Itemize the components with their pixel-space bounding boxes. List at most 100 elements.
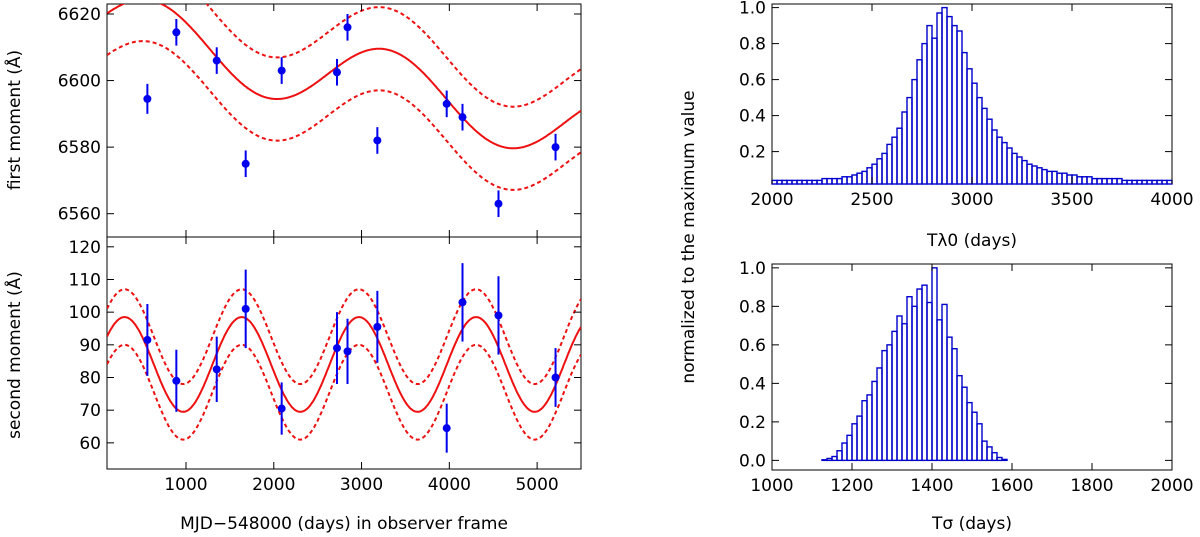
data-point: [212, 365, 221, 374]
hist-bar: [796, 179, 803, 185]
data-point: [241, 159, 250, 168]
second-moment-plot: 1000 2000 3000 4000 5000 60 70 80 90 100 110 120: [69, 237, 581, 495]
hist-bar: [956, 374, 963, 462]
data-point: [343, 347, 352, 356]
y-tick-label: 6600: [58, 72, 101, 92]
hist-bar: [1131, 179, 1138, 185]
y-tick-label: 1.0: [739, 0, 766, 19]
hist-bar: [986, 446, 993, 462]
hist-bar: [1161, 179, 1168, 185]
hist-bar: [836, 450, 843, 462]
hist-bar: [771, 179, 778, 185]
x-tick-label: 3500: [1050, 190, 1093, 210]
data-point: [143, 335, 152, 344]
hist-bar: [886, 344, 893, 462]
x-tick-label: 1000: [164, 475, 207, 495]
hist-bar: [811, 179, 818, 185]
hist-bar: [961, 386, 968, 462]
first-moment-ylabel: first moment (Å): [3, 50, 25, 190]
hist-bar: [856, 415, 863, 462]
hist-bar: [1141, 179, 1148, 185]
y-tick-label: 120: [69, 238, 101, 258]
hist-bar: [911, 305, 918, 462]
hist-bar: [1101, 177, 1108, 185]
x-tick-label: 1200: [830, 476, 873, 496]
hist-bar: [951, 24, 958, 185]
hist-bar: [826, 457, 833, 462]
y-tick-label: 0.2: [739, 143, 766, 163]
model-lower-bound: [107, 343, 581, 441]
hist-bar: [806, 179, 813, 185]
y-tick-label: 0.4: [739, 107, 766, 127]
hist-bar: [871, 163, 878, 185]
data-point: [277, 66, 286, 75]
data-point: [442, 424, 451, 433]
panel-second-moment-frame: [106, 236, 582, 470]
y-tick-label: 0.6: [739, 336, 766, 356]
x-tick-label: 2500: [850, 190, 893, 210]
data-point: [332, 68, 341, 77]
y-tick-label: 0.4: [739, 374, 766, 394]
y-tick-label: 0.6: [739, 71, 766, 91]
hist-bar: [861, 170, 868, 185]
hist-bar: [1106, 177, 1113, 185]
y-tick-label: 110: [69, 270, 101, 290]
model-upper-bound: [205, 4, 581, 108]
data-point: [277, 404, 286, 413]
hist-bar: [1046, 170, 1053, 185]
hist-bar: [916, 288, 923, 462]
hist-bar: [891, 136, 898, 185]
y-tick-label: 1.0: [739, 259, 766, 279]
hist-bar: [906, 96, 913, 185]
hist-bar: [1156, 179, 1163, 185]
hist-bar: [966, 68, 973, 185]
data-point: [442, 99, 451, 108]
data-point: [172, 28, 181, 37]
hist-bar: [996, 136, 1003, 185]
data-point: [373, 136, 382, 145]
x-tick-label: 2000: [252, 475, 295, 495]
shared-ylabel: normalized to the maximum value: [679, 90, 699, 383]
hist-bar: [786, 179, 793, 185]
hist-bar: [831, 177, 838, 185]
hist-bar: [1066, 174, 1073, 185]
hist-bar: [896, 127, 903, 185]
model-upper-bound: [107, 288, 581, 385]
hist-bar: [841, 442, 848, 462]
hist-bar: [1056, 172, 1063, 185]
hist-bar: [826, 177, 833, 185]
data-point: [241, 304, 250, 313]
hist-bar: [951, 348, 958, 462]
hist-bar: [876, 367, 883, 462]
hist-bar: [1001, 141, 1008, 185]
hist-bar: [961, 51, 968, 185]
x-tick-label: 3000: [340, 475, 383, 495]
hist-bar: [1036, 167, 1043, 185]
hist-bar: [1061, 172, 1068, 185]
hist-bar: [946, 336, 953, 462]
data-point: [494, 199, 503, 208]
hist-bar: [971, 411, 978, 462]
second-moment-xlabel: MJD−548000 (days) in observer frame: [180, 514, 508, 534]
x-tick-label: 1600: [990, 476, 1033, 496]
y-tick-label: 0.8: [739, 297, 766, 317]
panel-first-moment-frame: [106, 3, 582, 238]
y-tick-label: 100: [69, 303, 101, 323]
hist-bar: [881, 349, 888, 462]
hist-bar: [1031, 165, 1038, 185]
hist-bar: [1081, 176, 1088, 185]
hist-tlambda-xlabel: Tλ0 (days): [926, 231, 1017, 251]
hist-bar: [921, 284, 928, 462]
hist-bar: [1086, 176, 1093, 185]
hist-bar: [986, 118, 993, 185]
hist-bar: [1041, 168, 1048, 185]
x-tick-label: 4000: [1150, 190, 1193, 210]
hist-bar: [926, 301, 933, 462]
y-tick-label: 70: [79, 401, 101, 421]
hist-bar: [816, 179, 823, 185]
hist-bar: [936, 12, 943, 185]
hist-bar: [946, 15, 953, 185]
hist-bar: [801, 179, 808, 185]
hist-bar: [876, 158, 883, 185]
hist-bar: [956, 30, 963, 185]
